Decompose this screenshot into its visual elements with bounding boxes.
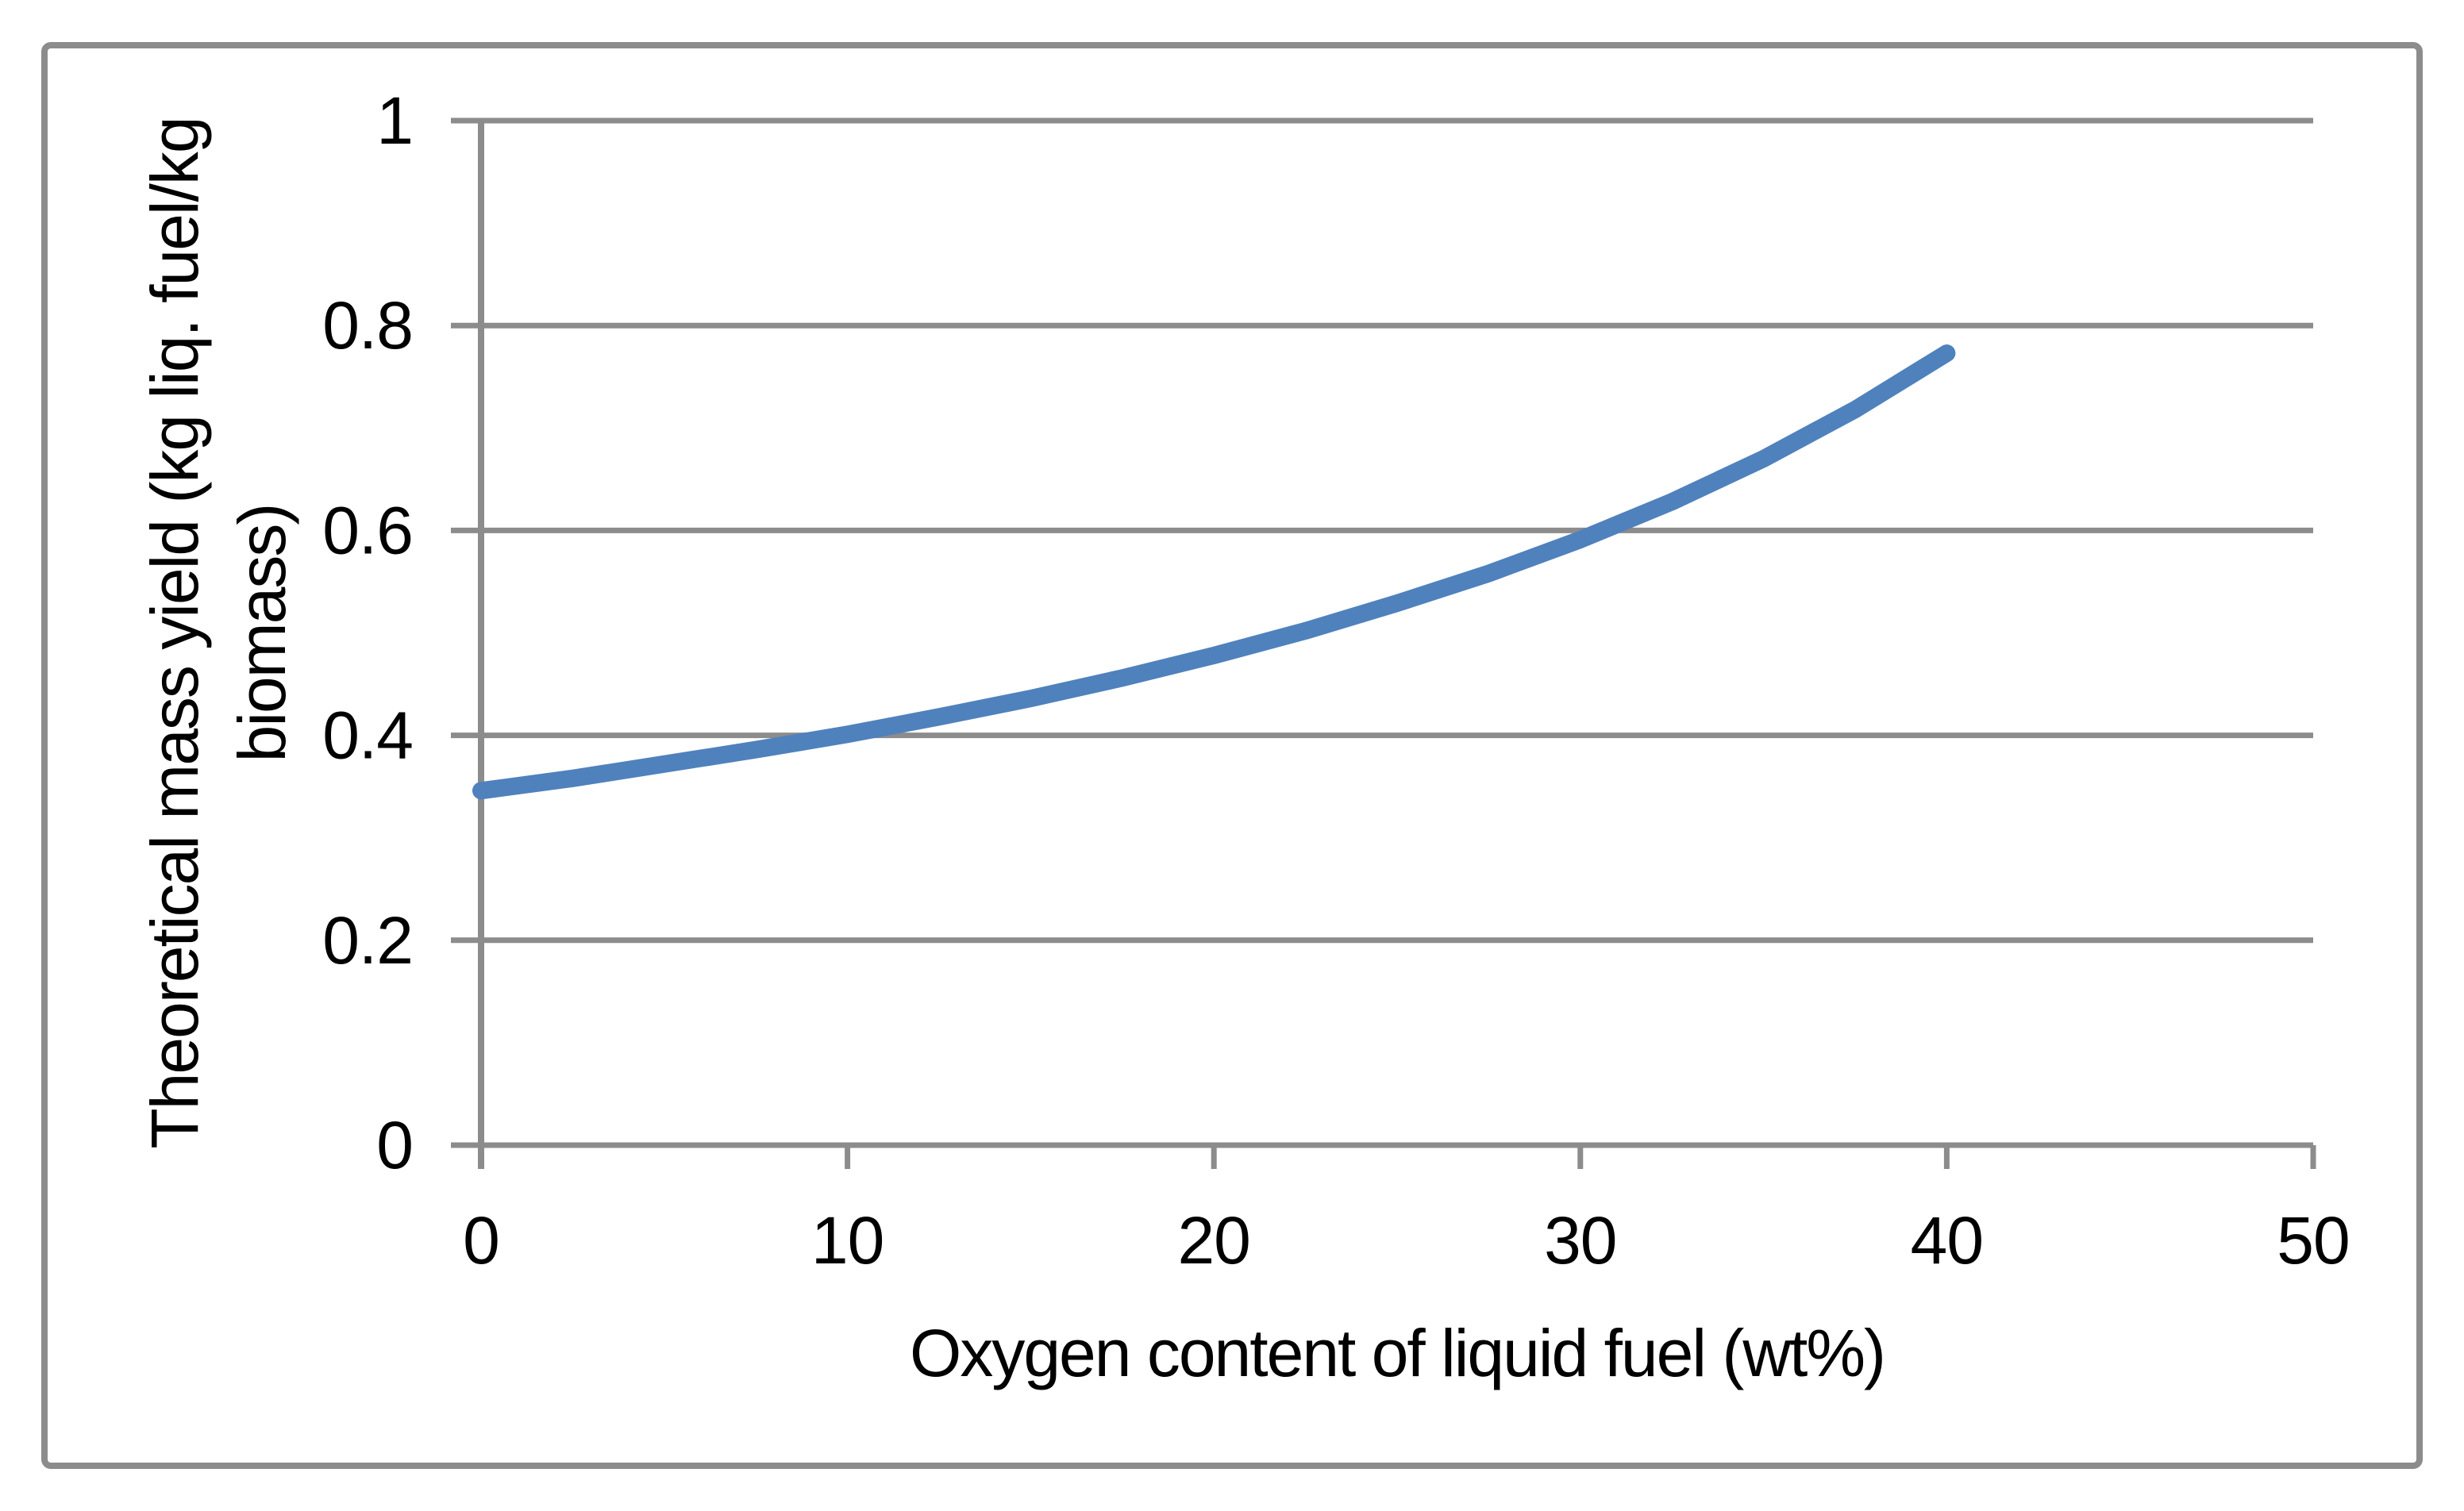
y-tick-label-0: 0 [376, 1108, 413, 1182]
y-axis-title-line1: Theoretical mass yield (kg liq. fuel/kg [137, 117, 212, 1149]
y-tick-label-0.6: 0.6 [322, 493, 413, 567]
x-axis-title: Oxygen content of liquid fuel (wt%) [910, 1316, 1886, 1390]
x-tick-label-20: 20 [1177, 1203, 1249, 1278]
figure-border [41, 42, 2423, 1469]
y-axis-title-line2: biomass) [225, 504, 299, 763]
x-tick-label-40: 40 [1911, 1203, 1983, 1278]
x-tick-label-50: 50 [2277, 1203, 2349, 1278]
x-tick-label-10: 10 [811, 1203, 884, 1278]
x-tick-label-30: 30 [1544, 1203, 1616, 1278]
x-tick-label-0: 0 [463, 1203, 499, 1278]
y-tick-label-0.2: 0.2 [322, 903, 413, 978]
y-tick-label-0.8: 0.8 [322, 288, 413, 363]
y-axis-title: Theoretical mass yield (kg liq. fuel/kg … [131, 0, 306, 1268]
y-tick-label-1: 1 [376, 83, 413, 158]
y-tick-label-0.4: 0.4 [322, 698, 413, 773]
series-line-theoretical-yield [472, 344, 1956, 800]
